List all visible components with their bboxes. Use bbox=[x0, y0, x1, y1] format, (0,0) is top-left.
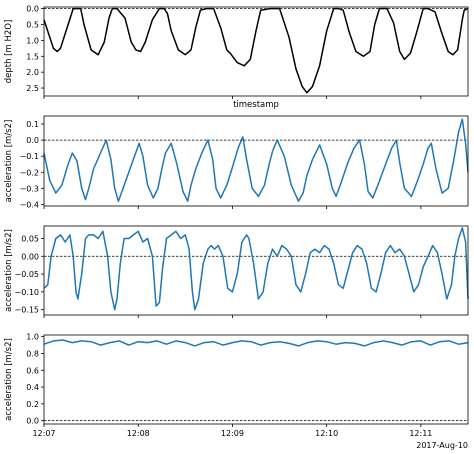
series-line bbox=[43, 339, 469, 347]
x-tick-label: 12:08 bbox=[127, 429, 150, 438]
x-tick-label: 12:11 bbox=[409, 429, 432, 438]
x-axis-label: timestamp bbox=[233, 100, 279, 110]
y-tick-label: −0.10 bbox=[14, 288, 39, 297]
y-tick-label: 0.6 bbox=[26, 366, 39, 375]
x-offset-label: 2017-Aug-10 bbox=[416, 441, 468, 450]
y-tick-label: 0.4 bbox=[26, 383, 39, 392]
axes-frame bbox=[43, 334, 469, 425]
axes-frame bbox=[43, 225, 469, 316]
axes-frame bbox=[43, 115, 469, 207]
y-tick-label: 0.8 bbox=[26, 349, 39, 358]
y-tick-label: −0.15 bbox=[14, 306, 39, 315]
y-tick-label: 1.5 bbox=[26, 52, 39, 61]
y-tick-label: −0.2 bbox=[20, 168, 39, 177]
y-tick-label: 0.5 bbox=[26, 20, 39, 29]
y-tick-label: 0.0 bbox=[26, 417, 39, 426]
y-axis-label: depth [m H2O] bbox=[4, 20, 14, 84]
y-tick-label: 0.05 bbox=[21, 234, 39, 243]
y-tick-label: 0.2 bbox=[26, 400, 39, 409]
y-tick-label: 0.00 bbox=[21, 252, 39, 261]
y-tick-label: −0.1 bbox=[20, 152, 39, 161]
y-tick-label: 1.0 bbox=[26, 36, 39, 45]
y-tick-label: 0.1 bbox=[26, 120, 39, 129]
y-tick-label: 0.0 bbox=[26, 5, 39, 14]
y-tick-label: 2.0 bbox=[26, 68, 39, 77]
y-tick-label: −0.3 bbox=[20, 184, 39, 193]
series-line bbox=[43, 227, 469, 311]
y-tick-label: 0.0 bbox=[26, 136, 39, 145]
x-tick-label: 12:09 bbox=[221, 429, 244, 438]
x-tick-label: 12:10 bbox=[315, 429, 338, 438]
y-axis-label: acceleration [m/s2] bbox=[4, 120, 14, 203]
y-tick-label: −0.4 bbox=[20, 200, 39, 209]
series-line bbox=[43, 7, 469, 94]
axes-frame bbox=[43, 6, 469, 97]
y-tick-label: 1.0 bbox=[26, 333, 39, 342]
y-axis-label: acceleration [m/s2] bbox=[4, 229, 14, 312]
series-line bbox=[43, 118, 469, 202]
x-tick-label: 12:07 bbox=[32, 429, 55, 438]
y-tick-label: −0.05 bbox=[14, 270, 39, 279]
y-axis-label: acceleration [m/s2] bbox=[4, 338, 14, 421]
y-tick-label: 2.5 bbox=[26, 84, 39, 93]
